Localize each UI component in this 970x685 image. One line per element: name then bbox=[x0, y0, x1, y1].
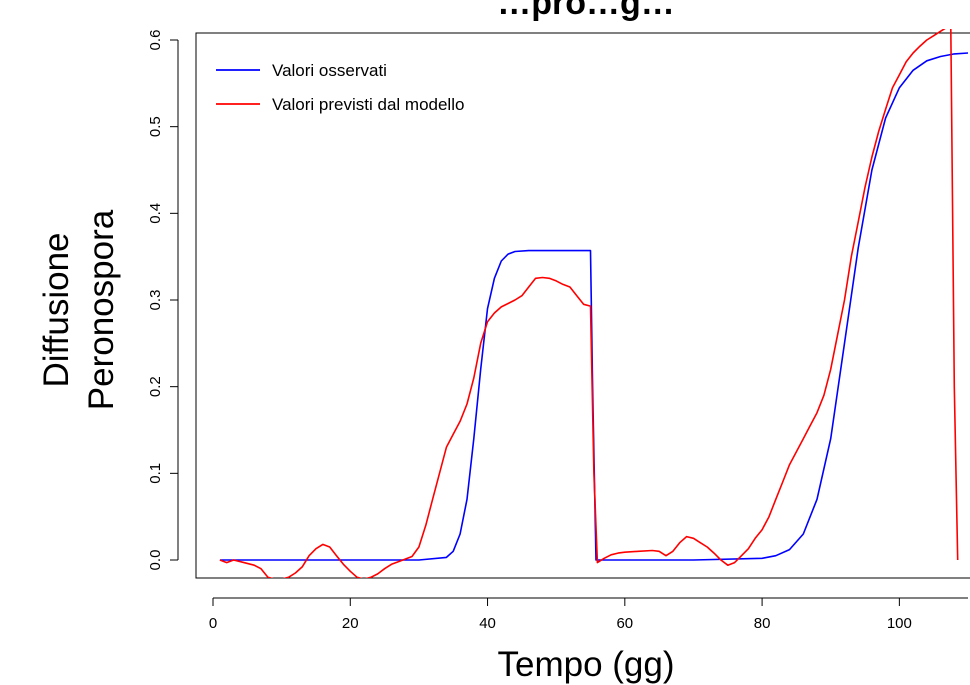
y-tick-label: 0.2 bbox=[147, 376, 164, 397]
y-tick-label: 0.4 bbox=[147, 203, 164, 224]
series-group bbox=[219, 29, 969, 578]
chart-title: …pro…g… bbox=[497, 0, 675, 22]
x-tick-label: 0 bbox=[209, 615, 217, 632]
x-axis: 0 20 40 60 80 100 bbox=[209, 597, 968, 632]
x-tick-label: 20 bbox=[342, 615, 359, 632]
y-axis: 0.0 0.1 0.2 0.3 0.4 0.5 0.6 bbox=[147, 30, 179, 571]
x-tick-label: 80 bbox=[754, 615, 771, 632]
series-line-model bbox=[219, 29, 959, 578]
x-tick-label: 40 bbox=[479, 615, 496, 632]
y-tick-label: 0.6 bbox=[147, 30, 164, 51]
y-axis-title: Diffusione Peronospora bbox=[37, 209, 121, 410]
x-tick-label: 60 bbox=[616, 615, 633, 632]
y-tick-label: 0.0 bbox=[147, 550, 164, 571]
y-tick-label: 0.5 bbox=[147, 116, 164, 137]
plot-box bbox=[195, 32, 970, 579]
chart-title-group: …pro…g… bbox=[497, 0, 675, 22]
x-axis-title: Tempo (gg) bbox=[497, 645, 674, 684]
y-axis-title-line: Diffusione bbox=[37, 232, 76, 387]
legend: Valori osservati Valori previsti dal mode… bbox=[216, 61, 464, 114]
x-tick-label: 100 bbox=[887, 615, 912, 632]
y-axis-title-line: Peronospora bbox=[82, 209, 121, 410]
y-tick-label: 0.1 bbox=[147, 463, 164, 484]
legend-label: Valori osservati bbox=[272, 61, 387, 80]
y-tick-label: 0.3 bbox=[147, 290, 164, 311]
legend-label: Valori previsti dal modello bbox=[272, 95, 464, 114]
